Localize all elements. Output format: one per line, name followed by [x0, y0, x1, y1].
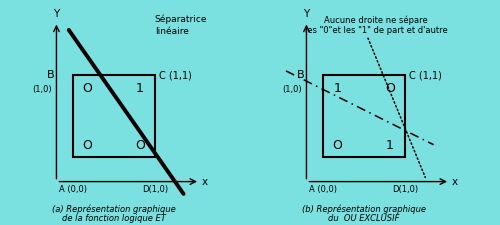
Bar	[323, 75, 405, 157]
Text: 1: 1	[136, 82, 144, 95]
Text: 1: 1	[334, 82, 342, 95]
Text: A (0,0): A (0,0)	[59, 185, 87, 194]
Text: Séparatrice: Séparatrice	[155, 15, 208, 24]
Text: 1: 1	[386, 139, 394, 152]
Bar	[73, 75, 155, 157]
Text: de la fonction logique ET: de la fonction logique ET	[62, 214, 166, 223]
Text: (a) Représentation graphique: (a) Représentation graphique	[52, 205, 176, 214]
Text: x: x	[202, 177, 207, 187]
Text: Aucune droite ne sépare: Aucune droite ne sépare	[324, 16, 428, 25]
Text: B: B	[47, 70, 55, 80]
Text: A (0,0): A (0,0)	[309, 185, 337, 194]
Text: C (1,1): C (1,1)	[159, 70, 192, 80]
Text: (1,0): (1,0)	[32, 85, 52, 94]
Text: D(1,0): D(1,0)	[392, 185, 418, 194]
Text: O: O	[385, 82, 395, 95]
Text: O: O	[82, 139, 92, 152]
Text: (1,0): (1,0)	[282, 85, 302, 94]
Text: C (1,1): C (1,1)	[409, 70, 442, 80]
Text: D(1,0): D(1,0)	[142, 185, 168, 194]
Text: O: O	[135, 139, 145, 152]
Text: Y: Y	[304, 9, 310, 19]
Text: du  OU EXCLUSIF: du OU EXCLUSIF	[328, 214, 400, 223]
Text: les "0"et les "1" de part et d'autre: les "0"et les "1" de part et d'autre	[305, 26, 448, 35]
Text: Y: Y	[54, 9, 60, 19]
Text: (b) Représentation graphique: (b) Représentation graphique	[302, 205, 426, 214]
Text: B: B	[297, 70, 305, 80]
Text: O: O	[332, 139, 342, 152]
Text: x: x	[452, 177, 458, 187]
Text: O: O	[82, 82, 92, 95]
Text: linéaire: linéaire	[155, 27, 188, 36]
